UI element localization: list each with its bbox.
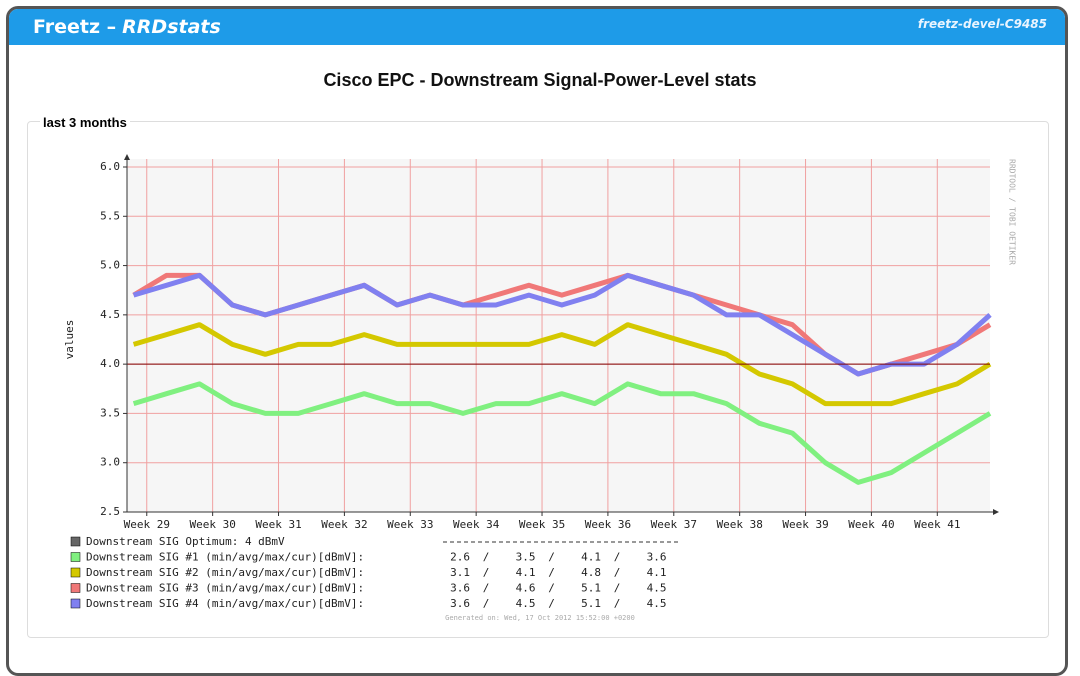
legend-separator: /	[483, 551, 490, 564]
legend-separator: /	[483, 566, 490, 579]
x-tick-label: Week 36	[585, 518, 631, 531]
x-tick-label: Week 33	[387, 518, 433, 531]
legend-separator: /	[614, 566, 621, 579]
legend-separator: /	[614, 597, 621, 610]
brand-emphasis: RRDstats	[122, 16, 221, 38]
legend-stat: 5.1	[581, 597, 601, 610]
legend-stat: 3.6	[450, 597, 470, 610]
legend-stat: 4.6	[516, 582, 536, 595]
watermark: RRDTOOL / TOBI OETIKER	[1008, 159, 1017, 265]
x-axis-arrow	[993, 509, 999, 515]
legend-stat: 4.1	[516, 566, 536, 579]
legend-label: Downstream SIG #3 (min/avg/max/cur)[dBmV…	[86, 582, 364, 595]
y-tick-label: 2.5	[100, 505, 120, 518]
legend-separator: /	[483, 582, 490, 595]
y-tick-label: 3.0	[100, 456, 120, 469]
legend-label: Downstream SIG #1 (min/avg/max/cur)[dBmV…	[86, 551, 364, 564]
x-tick-label: Week 31	[255, 518, 301, 531]
footer: Generated on: Wed, 17 Oct 2012 15:52:00 …	[445, 614, 635, 622]
x-tick-label: Week 32	[321, 518, 367, 531]
legend-stat: 3.6	[450, 582, 470, 595]
legend-separator: /	[548, 551, 555, 564]
legend-separator: /	[548, 582, 555, 595]
y-tick-label: 6.0	[100, 160, 120, 173]
panel	[27, 121, 1049, 638]
legend-stat: 4.8	[581, 566, 601, 579]
legend-swatch	[70, 583, 81, 593]
legend-swatch	[70, 598, 81, 609]
y-axis-arrow	[124, 154, 130, 160]
legend-stat: 4.5	[647, 582, 667, 595]
legend-stat: 4.5	[647, 597, 667, 610]
x-tick-label: Week 40	[848, 518, 894, 531]
series-line	[132, 381, 992, 485]
legend-stat: 3.6	[647, 551, 667, 564]
y-tick-label: 4.5	[100, 308, 120, 321]
legend-separator: /	[614, 551, 621, 564]
panel-legend: last 3 months	[40, 115, 130, 130]
page: Freetz – RRDstats freetz-devel-C9485 Cisc…	[6, 6, 1068, 676]
legend-label: Downstream SIG #2 (min/avg/max/cur)[dBmV…	[86, 566, 364, 579]
host-name: freetz-devel-C9485	[917, 17, 1047, 31]
brand-text: Freetz –	[33, 16, 117, 38]
x-tick-label: Week 29	[124, 518, 170, 531]
x-tick-label: Week 35	[519, 518, 565, 531]
legend-label: Downstream SIG Optimum: 4 dBmV	[86, 535, 285, 548]
legend-stat: 4.1	[581, 551, 601, 564]
y-tick-label: 4.0	[100, 357, 120, 370]
header-bar: Freetz – RRDstats freetz-devel-C9485	[9, 9, 1065, 45]
legend-separator: /	[548, 566, 555, 579]
legend-stat: 4.5	[516, 597, 536, 610]
series-line	[132, 322, 992, 407]
brand: Freetz – RRDstats	[33, 16, 221, 38]
y-tick-label: 5.5	[100, 209, 120, 222]
legend-separator: /	[548, 597, 555, 610]
legend-stat: 4.1	[647, 566, 667, 579]
legend-stat: 3.1	[450, 566, 470, 579]
legend-swatch	[70, 552, 81, 562]
y-tick-label: 5.0	[100, 259, 120, 272]
legend-separator: /	[614, 582, 621, 595]
legend-stat: 5.1	[581, 582, 601, 595]
x-tick-label: Week 38	[716, 518, 762, 531]
series-line	[132, 272, 992, 377]
legend-swatch	[70, 567, 81, 578]
legend-swatch	[70, 536, 81, 547]
legend-label: Downstream SIG #4 (min/avg/max/cur)[dBmV…	[86, 597, 364, 610]
legend-stat: 2.6	[450, 551, 470, 564]
x-tick-label: Week 41	[914, 518, 960, 531]
page-title: Cisco EPC - Downstream Signal-Power-Leve…	[323, 70, 757, 90]
chart: 2.5 3.0 3.5 4.0 4.5 5.0 5.5 6.0 Week 29 Week 30 We…	[63, 154, 1017, 622]
legend-separator: /	[483, 597, 490, 610]
x-tick-label: Week 39	[782, 518, 828, 531]
x-tick-label: Week 30	[189, 518, 235, 531]
x-tick-label: Week 37	[651, 518, 697, 531]
legend-stat: 3.5	[516, 551, 536, 564]
x-tick-label: Week 34	[453, 518, 500, 531]
y-axis-label: values	[63, 320, 76, 360]
y-tick-label: 3.5	[100, 406, 120, 419]
